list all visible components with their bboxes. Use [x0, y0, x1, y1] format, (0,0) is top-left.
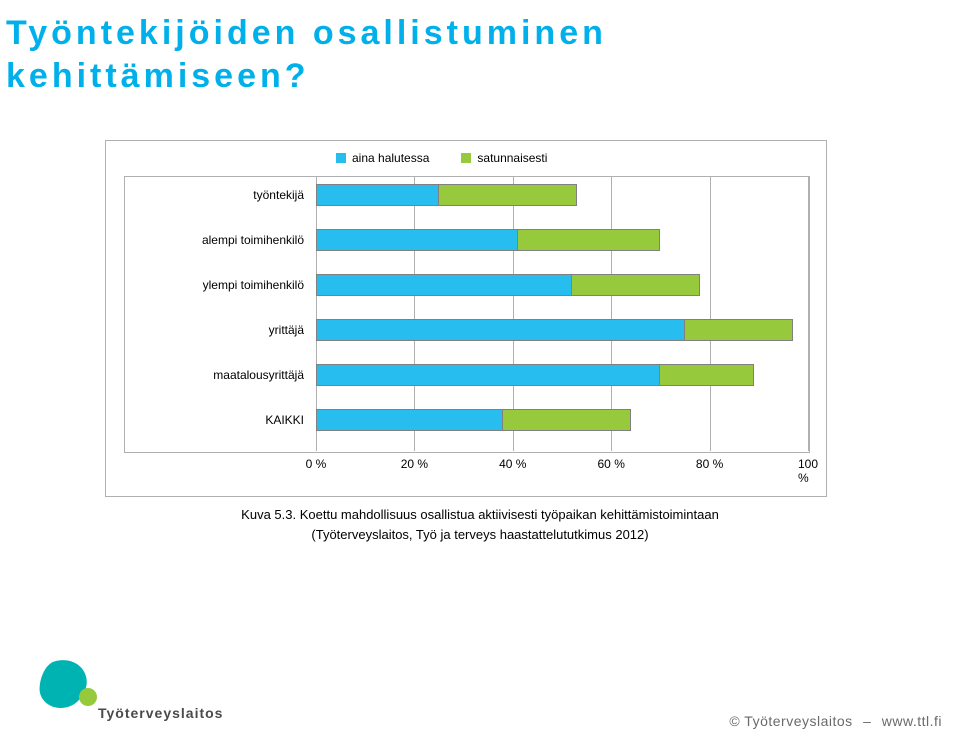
bar-row — [316, 184, 577, 206]
category-label: työntekijä — [253, 188, 310, 202]
title-line-1: Työntekijöiden osallistuminen — [6, 12, 960, 55]
gridline — [710, 176, 711, 451]
footer-separator: – — [863, 713, 871, 729]
bar-segment-seg2 — [503, 409, 631, 431]
chart-frame: aina halutessa satunnaisesti 0 %20 %40 %… — [105, 140, 827, 497]
footer-url: www.ttl.fi — [882, 713, 942, 729]
bar-row — [316, 274, 700, 296]
category-label: maatalousyrittäjä — [213, 368, 310, 382]
plot-area: 0 %20 %40 %60 %80 %100 %työntekijäalempi… — [316, 176, 808, 451]
bar-segment-seg2 — [660, 364, 753, 386]
footer: © Työterveyslaitos – www.ttl.fi — [729, 713, 942, 729]
bar-segment-seg1 — [316, 364, 660, 386]
chart-caption: Kuva 5.3. Koettu mahdollisuus osallistua… — [0, 505, 960, 544]
x-tick-label: 60 % — [598, 457, 625, 471]
chart-legend: aina halutessa satunnaisesti — [336, 151, 547, 165]
bar-row — [316, 319, 793, 341]
bar-segment-seg2 — [572, 274, 700, 296]
caption-line-1: Kuva 5.3. Koettu mahdollisuus osallistua… — [0, 505, 960, 525]
footer-copyright: © Työterveyslaitos — [729, 713, 852, 729]
category-label: alempi toimihenkilö — [202, 233, 310, 247]
category-label: yrittäjä — [269, 323, 310, 337]
x-tick-label: 20 % — [401, 457, 428, 471]
bar-segment-seg1 — [316, 409, 503, 431]
bar-segment-seg2 — [439, 184, 577, 206]
x-tick-label: 0 % — [306, 457, 327, 471]
bar-row — [316, 229, 660, 251]
bar-segment-seg1 — [316, 184, 439, 206]
bar-segment-seg2 — [685, 319, 793, 341]
legend-swatch-seg1 — [336, 153, 346, 163]
bar-segment-seg1 — [316, 274, 572, 296]
category-label: ylempi toimihenkilö — [203, 278, 310, 292]
legend-item-seg1: aina halutessa — [336, 151, 429, 165]
legend-swatch-seg2 — [461, 153, 471, 163]
category-label: KAIKKI — [265, 413, 310, 427]
title-line-2: kehittämiseen? — [6, 55, 960, 98]
bar-segment-seg1 — [316, 319, 685, 341]
page-title: Työntekijöiden osallistuminen kehittämis… — [0, 0, 960, 97]
logo-text: Työterveyslaitos — [98, 705, 223, 721]
x-tick-label: 100 % — [798, 457, 818, 485]
bar-segment-seg1 — [316, 229, 518, 251]
x-tick-label: 40 % — [499, 457, 526, 471]
legend-label-seg2: satunnaisesti — [477, 151, 547, 165]
x-tick-label: 80 % — [696, 457, 723, 471]
bar-segment-seg2 — [518, 229, 661, 251]
caption-line-2: (Työterveyslaitos, Työ ja terveys haasta… — [0, 525, 960, 545]
bar-row — [316, 364, 754, 386]
legend-item-seg2: satunnaisesti — [461, 151, 547, 165]
gridline — [808, 176, 809, 451]
legend-label-seg1: aina halutessa — [352, 151, 429, 165]
brand-logo: Työterveyslaitos — [26, 653, 236, 725]
bar-row — [316, 409, 631, 431]
